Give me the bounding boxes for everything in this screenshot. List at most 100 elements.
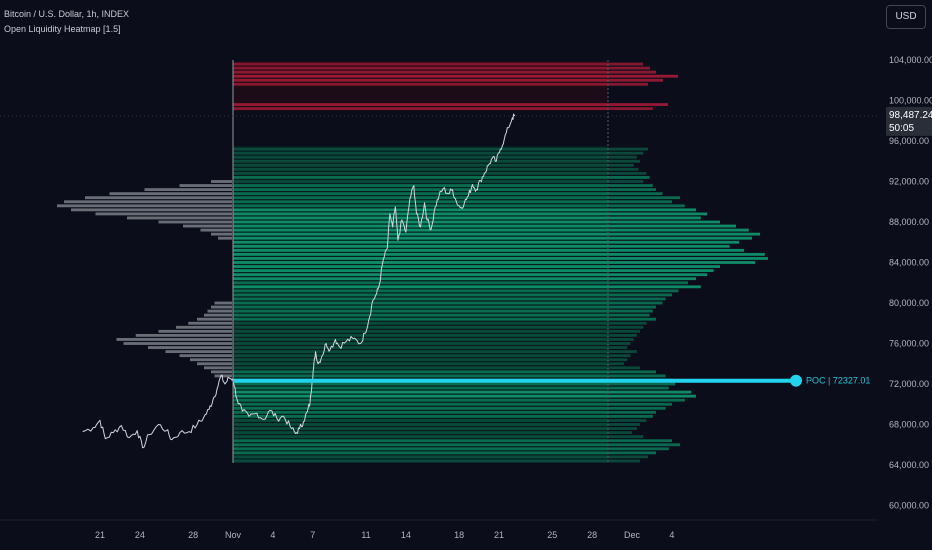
y-tick-label: 60,000.00 [889, 501, 929, 511]
poc-label: POC | 72327.01 [806, 376, 870, 386]
bid-liquidity-bar [233, 398, 685, 402]
bid-liquidity-bar [233, 281, 688, 285]
bid-liquidity-bar [233, 447, 669, 451]
bid-liquidity-bar [233, 220, 720, 224]
bid-liquidity-bar [233, 317, 656, 321]
bid-liquidity-bar [233, 346, 628, 349]
poc-marker[interactable] [790, 374, 802, 387]
bid-liquidity-bar [233, 309, 653, 313]
left-profile-bar [127, 216, 232, 220]
bid-liquidity-bar [233, 293, 672, 297]
bid-liquidity-bar [233, 439, 672, 443]
currency-button[interactable]: USD [886, 5, 926, 29]
bid-liquidity-bar [233, 390, 692, 394]
y-tick-label: 80,000.00 [889, 298, 929, 308]
bid-liquidity-bar [233, 244, 730, 248]
x-tick-label: 21 [494, 530, 504, 540]
left-profile-bar [71, 208, 232, 212]
bid-liquidity-bar [233, 338, 634, 341]
bid-liquidity-bar [233, 358, 628, 362]
bid-liquidity-bar [233, 273, 708, 277]
y-tick-label: 72,000.00 [889, 379, 929, 389]
x-tick-label: 24 [135, 530, 145, 540]
bid-liquidity-bar [233, 451, 656, 455]
x-tick-label: Nov [225, 530, 242, 540]
bid-liquidity-bar [233, 171, 647, 175]
bid-liquidity-bar [233, 261, 756, 264]
left-profile-bar [179, 354, 232, 358]
y-tick-label: 84,000.00 [889, 258, 929, 268]
bid-liquidity-bar [233, 257, 768, 260]
bid-liquidity-bar [233, 423, 640, 426]
y-tick-label: 76,000.00 [889, 339, 929, 349]
x-tick-label: Dec [624, 530, 641, 540]
bid-liquidity-bar [233, 350, 637, 354]
left-profile-bar [158, 220, 232, 224]
bid-liquidity-bar [233, 200, 672, 204]
price-tag [886, 106, 932, 136]
bid-liquidity-bar [233, 180, 644, 183]
bid-liquidity-bar [233, 435, 644, 439]
left-profile-bar [211, 305, 232, 309]
ask-liquidity-bar [233, 66, 650, 70]
x-tick-label: 21 [95, 530, 105, 540]
left-profile-bar [218, 236, 232, 240]
left-profile-bar [135, 333, 232, 337]
bid-liquidity-bar [233, 427, 637, 430]
left-profile-bar [204, 313, 232, 317]
bid-liquidity-bar [233, 269, 714, 273]
left-profile-bar [85, 196, 232, 200]
bid-liquidity-bar [233, 354, 631, 358]
left-profile-bar [57, 204, 232, 208]
bid-liquidity-bar [233, 382, 676, 386]
left-profile-bar [158, 329, 232, 333]
price-tag-countdown: 50:05 [889, 123, 914, 134]
x-tick-label: 28 [587, 530, 597, 540]
bid-liquidity-bar [233, 431, 632, 435]
y-tick-label: 100,000.00 [889, 96, 932, 106]
y-tick-label: 64,000.00 [889, 460, 929, 470]
ask-liquidity-bar [233, 70, 656, 74]
bid-liquidity-bar [233, 370, 656, 374]
chart-title: Bitcoin / U.S. Dollar, 1h, INDEX [4, 9, 130, 19]
left-profile-bar [148, 346, 232, 349]
bid-liquidity-bar [233, 147, 648, 151]
ask-liquidity-bar [233, 62, 643, 66]
bid-liquidity-bar [233, 414, 653, 418]
ask-liquidity-bar [233, 78, 663, 82]
left-profile-bar [211, 180, 232, 183]
bid-liquidity-bar [233, 329, 640, 333]
bid-liquidity-bar [233, 155, 637, 159]
bid-liquidity-bar [233, 342, 631, 345]
y-tick-label: 88,000.00 [889, 217, 929, 227]
left-profile-bar [211, 370, 232, 374]
left-profile-bar [165, 350, 232, 354]
bid-liquidity-bar [233, 297, 666, 301]
bid-liquidity-bar [233, 212, 708, 216]
left-profile-bar [144, 188, 232, 192]
price-line [82, 113, 516, 449]
bid-liquidity-bar [233, 455, 648, 459]
left-profile-bar [214, 301, 232, 305]
bid-liquidity-bar [233, 163, 634, 167]
bid-liquidity-bar [233, 374, 666, 378]
bid-liquidity-bar [233, 184, 653, 187]
bid-liquidity-bar [233, 313, 650, 317]
bid-liquidity-bar [233, 208, 696, 212]
price-axis[interactable] [878, 0, 932, 550]
left-profile-bar [123, 342, 232, 345]
indicator-label[interactable]: Open Liquidity Heatmap [1.5] [4, 24, 121, 34]
bid-liquidity-bar [233, 252, 765, 256]
left-profile-bar [207, 309, 232, 313]
left-profile-bar [109, 192, 232, 196]
bid-liquidity-bar [233, 325, 644, 329]
ask-liquidity-bar [233, 74, 678, 78]
bid-liquidity-bar [233, 394, 696, 398]
bid-liquidity-bar [233, 301, 663, 305]
x-tick-label: 28 [188, 530, 198, 540]
left-profile-bar [211, 232, 232, 236]
bid-liquidity-bar [233, 459, 640, 463]
bid-liquidity-bar [233, 159, 640, 163]
x-tick-label: 11 [361, 530, 370, 540]
